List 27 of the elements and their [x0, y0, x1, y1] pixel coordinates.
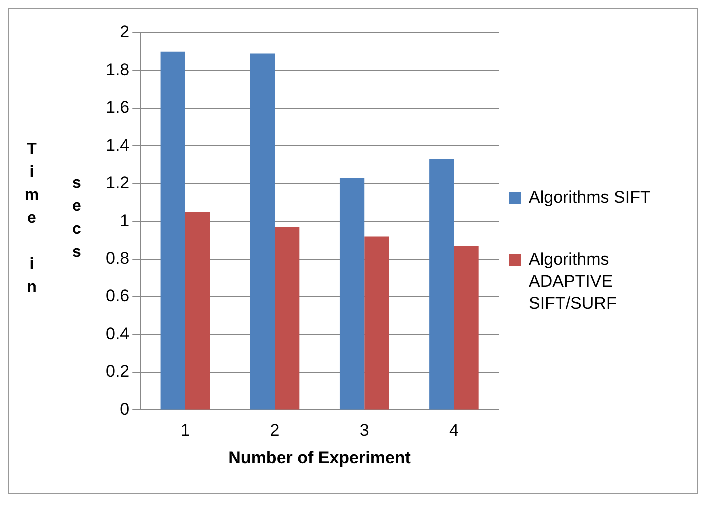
bar — [454, 246, 479, 410]
x-tick-label: 3 — [360, 421, 370, 440]
x-axis-title: Number of Experiment — [228, 448, 412, 468]
bar — [430, 159, 454, 410]
y-tick-label: 1.4 — [106, 136, 130, 155]
y-tick-label: 0 — [120, 400, 130, 419]
y-tick-label: 0.8 — [106, 249, 130, 268]
bar — [275, 227, 300, 410]
y-tick-label: 2 — [120, 22, 130, 42]
x-tick-label: 2 — [270, 421, 280, 440]
y-tick-label: 0.4 — [106, 324, 130, 344]
text: Time in secs — [24, 140, 86, 302]
y-tick-label: 1 — [120, 211, 130, 230]
y-tick-label: 0.2 — [106, 362, 130, 382]
y-tick-label: 1.8 — [106, 60, 130, 80]
bar — [250, 54, 276, 410]
y-tick-label: 1.6 — [106, 98, 130, 118]
bar — [160, 52, 186, 410]
y-tick-label: 0.6 — [106, 286, 130, 306]
bar — [340, 178, 365, 410]
legend-label: Algorithms ADAPTIVE SIFT/SURF — [529, 249, 618, 315]
x-tick-label: 1 — [180, 421, 190, 440]
y-tick-label: 1.2 — [106, 174, 130, 193]
legend-label: Algorithms SIFT — [529, 187, 652, 209]
bar — [364, 236, 390, 410]
bar — [185, 212, 210, 410]
x-tick-label: 4 — [449, 421, 459, 440]
